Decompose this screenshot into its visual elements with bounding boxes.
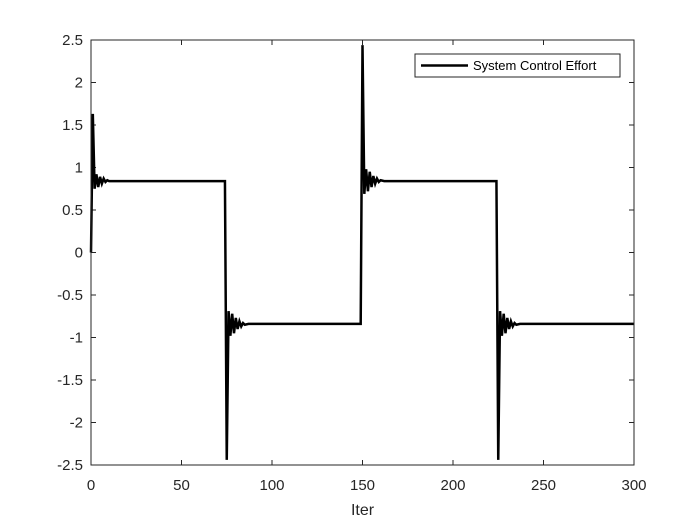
legend-entry-label: System Control Effort	[473, 58, 597, 73]
axes-box	[90, 39, 635, 466]
x-axis-label: Iter	[351, 502, 375, 519]
legend: System Control Effort	[414, 53, 621, 78]
y-tick-label: 2	[75, 75, 83, 92]
x-tick-labels: 0 50 100 150 200 250 300	[87, 477, 647, 494]
x-tick-label: 250	[531, 477, 556, 494]
x-tick-label: 150	[350, 477, 375, 494]
x-tick-label: 50	[173, 477, 190, 494]
y-tick-label: 0.5	[62, 202, 83, 219]
y-tick-label: -0.5	[57, 287, 83, 304]
y-tick-label: -1.5	[57, 372, 83, 389]
y-tick-label: 2.5	[62, 32, 83, 49]
series-line-system-control-effort	[89, 45, 634, 460]
legend-box	[414, 53, 621, 78]
x-tick-label: 0	[87, 477, 95, 494]
series-layer	[89, 45, 634, 460]
y-tick-label: 0	[75, 245, 83, 262]
x-tick-label: 200	[440, 477, 465, 494]
x-tick-label: 100	[259, 477, 284, 494]
y-tick-label: -2.5	[57, 457, 83, 474]
y-tick-label: -1	[70, 330, 83, 347]
x-tick-label: 300	[621, 477, 646, 494]
y-tick-label: 1	[75, 160, 83, 177]
y-tick-label: 1.5	[62, 117, 83, 134]
y-tick-labels: -2.5 -2 -1.5 -1 -0.5 0 0.5 1 1.5 2 2.5	[57, 32, 83, 474]
y-tick-label: -2	[70, 415, 83, 432]
